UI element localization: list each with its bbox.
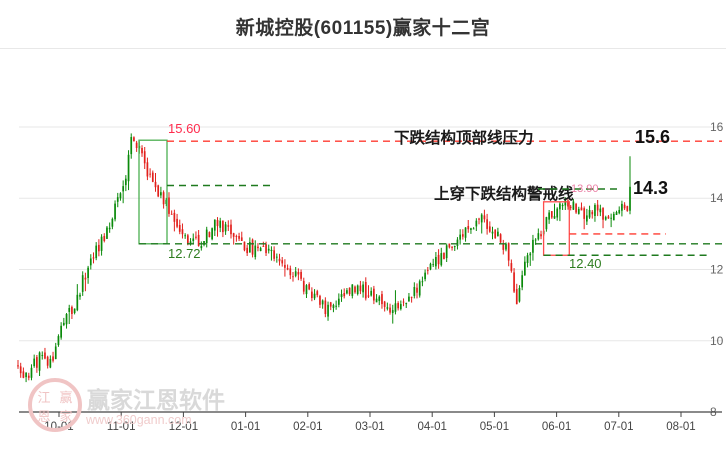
svg-text:05-01: 05-01: [480, 421, 509, 433]
svg-text:08-01: 08-01: [666, 421, 695, 433]
svg-text:10: 10: [710, 334, 724, 348]
svg-text:恩: 恩: [37, 409, 50, 424]
svg-text:江: 江: [37, 390, 50, 405]
svg-text:04-01: 04-01: [417, 421, 446, 433]
svg-text:07-01: 07-01: [604, 421, 633, 433]
svg-text:15.6: 15.6: [635, 127, 670, 147]
svg-text:家: 家: [59, 409, 72, 424]
svg-text:赢: 赢: [59, 390, 72, 405]
svg-text:16: 16: [710, 120, 724, 134]
svg-text:14: 14: [710, 191, 724, 205]
svg-text:赢家江恩软件: 赢家江恩软件: [87, 387, 225, 413]
svg-text:www.360gann.com: www.360gann.com: [85, 413, 192, 427]
svg-text:06-01: 06-01: [542, 421, 571, 433]
svg-text:01-01: 01-01: [231, 421, 260, 433]
svg-text:13.90: 13.90: [571, 183, 599, 195]
svg-text:02-01: 02-01: [293, 421, 322, 433]
svg-text:上穿下跌结构警戒线: 上穿下跌结构警戒线: [434, 184, 574, 203]
svg-text:03-01: 03-01: [355, 421, 384, 433]
svg-text:12.40: 12.40: [569, 256, 602, 271]
svg-text:12: 12: [710, 263, 724, 277]
svg-text:12.72: 12.72: [168, 246, 201, 261]
svg-text:下跌结构顶部线压力: 下跌结构顶部线压力: [394, 128, 534, 147]
svg-text:14.3: 14.3: [633, 178, 668, 198]
svg-text:15.60: 15.60: [168, 121, 201, 136]
